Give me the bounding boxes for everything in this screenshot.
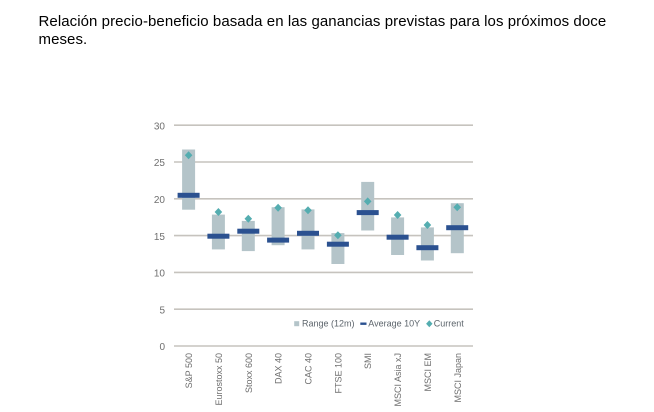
svg-text:CAC 40: CAC 40 bbox=[304, 353, 314, 385]
svg-text:Current: Current bbox=[434, 318, 465, 328]
svg-text:25: 25 bbox=[154, 158, 166, 169]
svg-text:MSCI Asia xJ: MSCI Asia xJ bbox=[393, 353, 403, 407]
svg-text:FTSE 100: FTSE 100 bbox=[333, 353, 343, 394]
svg-text:Range (12m): Range (12m) bbox=[302, 318, 355, 328]
svg-text:5: 5 bbox=[159, 305, 165, 316]
svg-text:Stoxx 600: Stoxx 600 bbox=[244, 353, 254, 393]
svg-text:15: 15 bbox=[154, 232, 166, 243]
svg-text:MSCI EM: MSCI EM bbox=[423, 353, 433, 392]
svg-text:Eurostoxx 50: Eurostoxx 50 bbox=[214, 353, 224, 406]
svg-text:Average 10Y: Average 10Y bbox=[368, 318, 420, 328]
svg-text:20: 20 bbox=[154, 195, 166, 206]
svg-text:SMI: SMI bbox=[363, 353, 373, 369]
svg-text:10: 10 bbox=[154, 269, 166, 280]
svg-text:DAX 40: DAX 40 bbox=[274, 353, 284, 384]
svg-text:30: 30 bbox=[154, 121, 166, 132]
svg-text:S&P 500: S&P 500 bbox=[184, 353, 194, 388]
svg-text:MSCI Japan: MSCI Japan bbox=[453, 353, 463, 403]
svg-text:0: 0 bbox=[159, 342, 165, 353]
